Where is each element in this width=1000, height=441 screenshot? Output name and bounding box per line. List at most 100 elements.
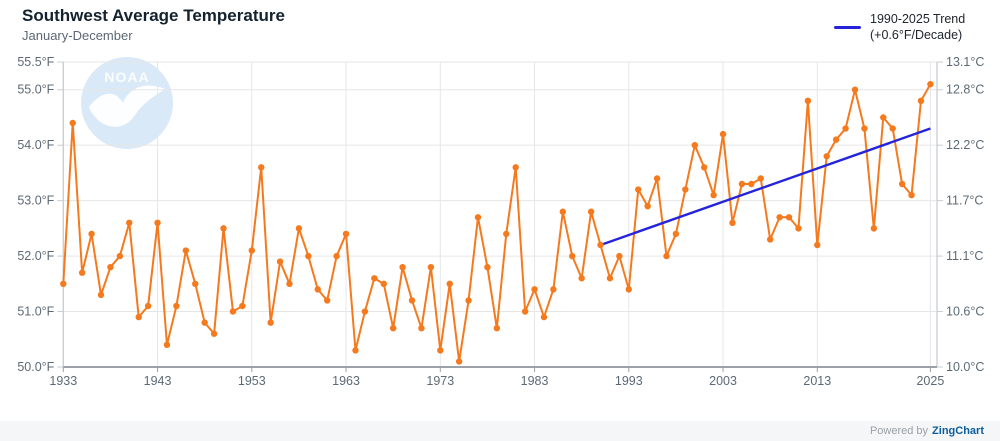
data-point[interactable] xyxy=(399,263,406,271)
x-axis-tick-label: 1943 xyxy=(144,374,172,388)
data-point[interactable] xyxy=(220,225,227,232)
data-point[interactable] xyxy=(616,252,623,260)
data-point[interactable] xyxy=(889,125,896,132)
data-point[interactable] xyxy=(757,175,764,182)
data-point[interactable] xyxy=(163,341,171,349)
data-point[interactable] xyxy=(60,280,67,288)
data-point[interactable] xyxy=(144,302,152,310)
data-point[interactable] xyxy=(814,241,821,249)
data-point[interactable] xyxy=(465,297,472,304)
data-point[interactable] xyxy=(107,263,114,271)
data-point[interactable] xyxy=(644,202,651,210)
data-point[interactable] xyxy=(832,136,840,143)
data-point[interactable] xyxy=(258,164,265,171)
data-point[interactable] xyxy=(597,241,604,249)
data-point[interactable] xyxy=(97,291,105,299)
data-point[interactable] xyxy=(286,280,293,288)
data-point[interactable] xyxy=(333,252,340,260)
data-point[interactable] xyxy=(682,186,689,193)
data-point[interactable] xyxy=(201,319,208,326)
data-point[interactable] xyxy=(192,280,199,288)
data-point[interactable] xyxy=(352,347,359,354)
data-point[interactable] xyxy=(908,191,915,199)
data-point[interactable] xyxy=(437,347,444,354)
data-point[interactable] xyxy=(210,330,218,337)
data-point[interactable] xyxy=(126,219,133,227)
data-point[interactable] xyxy=(408,297,416,304)
data-point[interactable] xyxy=(842,125,849,132)
data-point[interactable] xyxy=(559,208,567,215)
data-point[interactable] xyxy=(229,308,237,315)
noaa-bird-icon xyxy=(89,85,165,127)
data-point[interactable] xyxy=(135,313,142,321)
data-point[interactable] xyxy=(927,80,934,88)
data-point[interactable] xyxy=(182,247,190,254)
data-point[interactable] xyxy=(314,286,321,293)
data-point[interactable] xyxy=(154,219,161,227)
data-point[interactable] xyxy=(851,86,859,93)
axis-layer: 1933 1943 1953 1963 1973 1983 1993 2003 2013 2025… xyxy=(17,55,984,388)
data-point[interactable] xyxy=(484,263,491,271)
data-point[interactable] xyxy=(691,141,698,149)
data-point[interactable] xyxy=(455,358,463,365)
data-point[interactable] xyxy=(870,225,878,232)
data-point[interactable] xyxy=(493,324,501,332)
legend[interactable]: 1990-2025 Trend (+0.6°F/Decade) xyxy=(834,11,965,43)
data-point[interactable] xyxy=(898,180,906,188)
data-point[interactable] xyxy=(719,130,727,138)
data-point[interactable] xyxy=(653,175,661,182)
data-point[interactable] xyxy=(305,252,312,260)
zingchart-brand-link[interactable]: ZingChart xyxy=(932,425,984,437)
data-point[interactable] xyxy=(785,214,793,221)
data-point[interactable] xyxy=(748,180,755,188)
data-point[interactable] xyxy=(663,252,670,260)
data-point[interactable] xyxy=(295,225,303,232)
data-point[interactable] xyxy=(371,275,378,282)
data-point[interactable] xyxy=(766,236,774,243)
data-point[interactable] xyxy=(380,280,387,288)
data-point[interactable] xyxy=(710,191,717,199)
data-point[interactable] xyxy=(861,125,868,132)
data-point[interactable] xyxy=(512,164,519,171)
data-point[interactable] xyxy=(804,97,812,105)
data-point[interactable] xyxy=(823,153,830,160)
data-point[interactable] xyxy=(239,302,246,310)
data-point[interactable] xyxy=(569,252,576,260)
data-point[interactable] xyxy=(446,280,453,288)
data-point[interactable] xyxy=(701,164,708,171)
data-point[interactable] xyxy=(389,324,397,332)
data-point[interactable] xyxy=(276,258,284,265)
data-point[interactable] xyxy=(361,308,369,315)
data-point[interactable] xyxy=(88,230,95,238)
data-point[interactable] xyxy=(427,263,435,271)
data-point[interactable] xyxy=(69,119,76,127)
data-point[interactable] xyxy=(738,180,746,188)
data-point[interactable] xyxy=(625,286,632,293)
data-point[interactable] xyxy=(606,275,614,282)
data-point[interactable] xyxy=(324,297,331,304)
data-point[interactable] xyxy=(917,97,925,105)
data-point[interactable] xyxy=(531,286,538,293)
data-point[interactable] xyxy=(248,247,255,254)
data-point[interactable] xyxy=(578,275,585,282)
data-point[interactable] xyxy=(729,219,736,227)
y-axis-left-tick-label: 53.0°F xyxy=(17,194,54,208)
data-point[interactable] xyxy=(795,225,802,232)
data-point[interactable] xyxy=(503,230,510,238)
data-point[interactable] xyxy=(78,269,86,276)
data-point[interactable] xyxy=(521,308,529,315)
data-point[interactable] xyxy=(116,252,124,260)
data-point[interactable] xyxy=(474,214,482,221)
data-point[interactable] xyxy=(418,324,425,332)
data-point[interactable] xyxy=(880,114,887,121)
data-point[interactable] xyxy=(342,230,350,238)
data-point[interactable] xyxy=(173,302,180,310)
data-point[interactable] xyxy=(776,214,783,221)
data-point[interactable] xyxy=(540,313,548,321)
data-point[interactable] xyxy=(587,208,595,215)
data-point[interactable] xyxy=(672,230,680,238)
data-point[interactable] xyxy=(550,286,557,293)
data-point[interactable] xyxy=(267,319,274,326)
data-point[interactable] xyxy=(635,186,642,193)
